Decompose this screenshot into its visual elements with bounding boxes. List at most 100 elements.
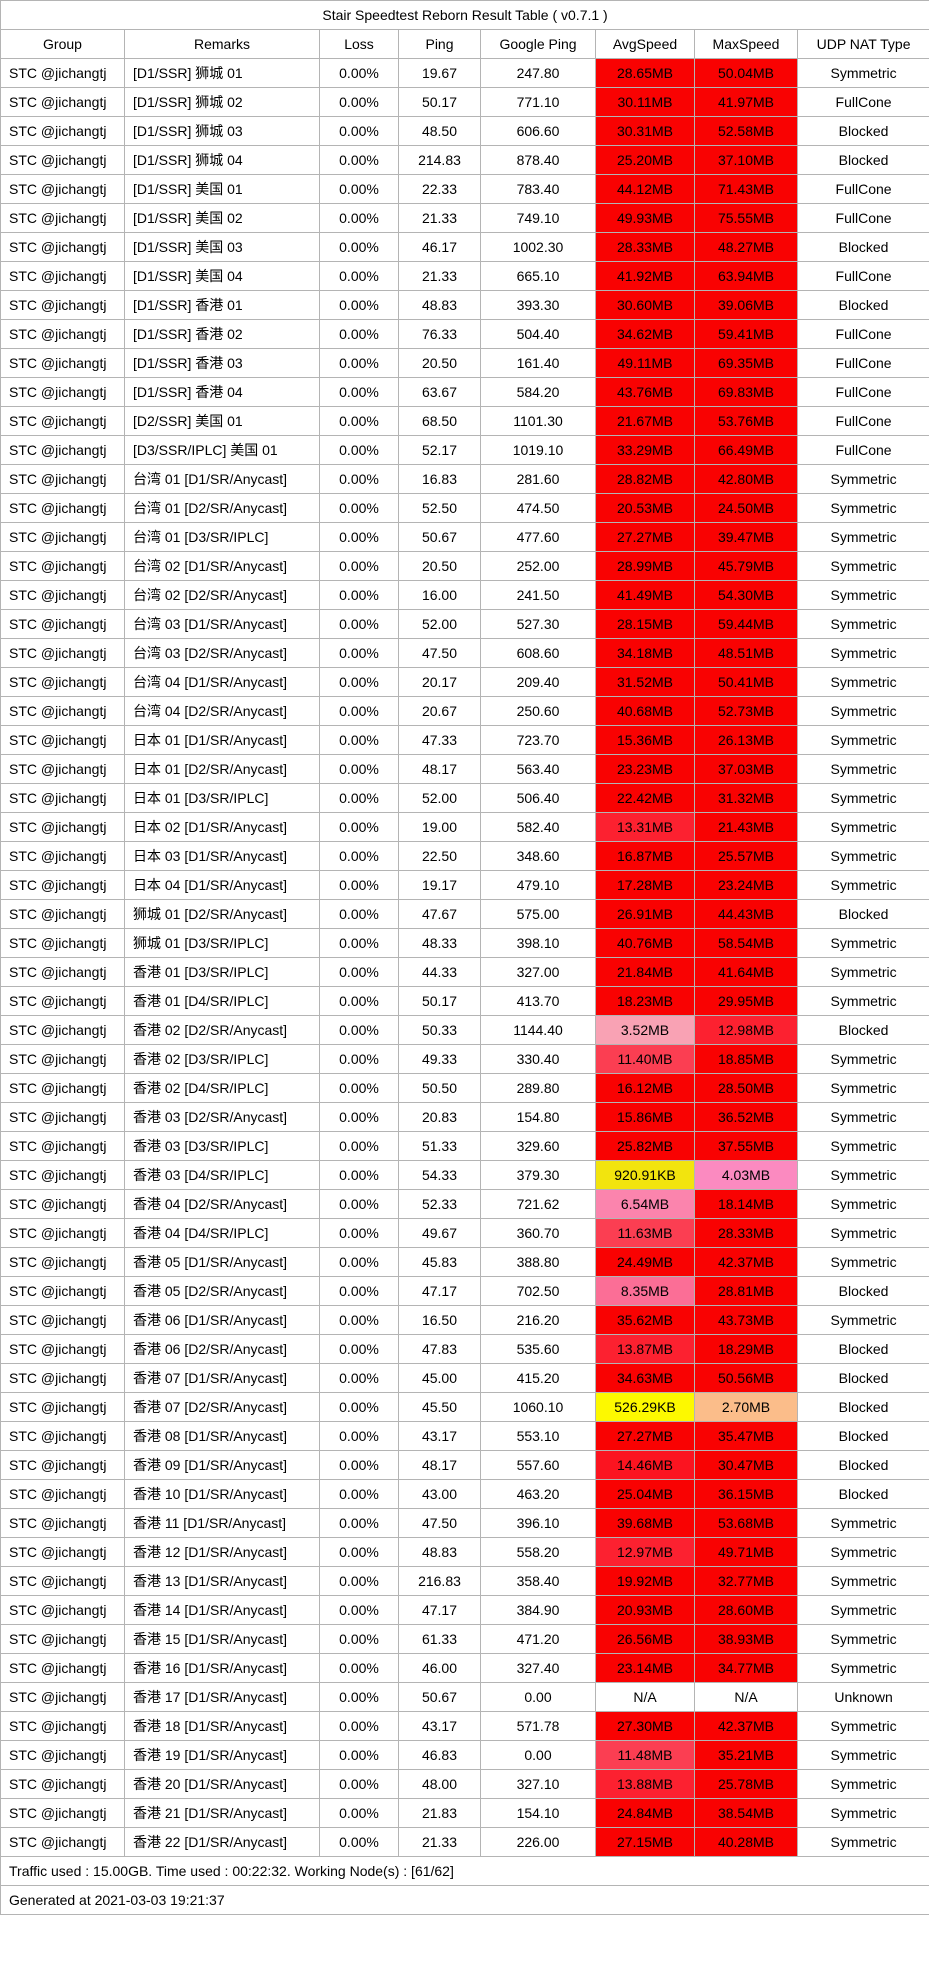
cell-loss: 0.00%	[319, 1595, 399, 1625]
cell-loss: 0.00%	[319, 1566, 399, 1596]
cell-ping: 20.67	[398, 696, 481, 726]
table-row: STC @jichangtj 台湾 04 [D1/SR/Anycast] 0.00%…	[0, 667, 929, 697]
cell-nat-type: Symmetric	[796, 754, 929, 784]
cell-group: STC @jichangtj	[0, 1102, 125, 1132]
cell-google-ping: 0.00	[480, 1740, 596, 1770]
cell-avg-speed: 30.11MB	[595, 87, 695, 117]
table-row: STC @jichangtj [D1/SSR] 美国 02 0.00% 21.33 74…	[0, 203, 929, 233]
cell-google-ping: 665.10	[480, 261, 596, 291]
cell-avg-speed: 31.52MB	[595, 667, 695, 697]
cell-loss: 0.00%	[319, 1189, 399, 1219]
cell-avg-speed: 15.86MB	[595, 1102, 695, 1132]
cell-remarks: [D1/SSR] 狮城 02	[124, 87, 320, 117]
cell-google-ping: 161.40	[480, 348, 596, 378]
cell-remarks: 香港 07 [D1/SR/Anycast]	[124, 1363, 320, 1393]
cell-group: STC @jichangtj	[0, 1682, 125, 1712]
cell-remarks: 香港 05 [D2/SR/Anycast]	[124, 1276, 320, 1306]
cell-avg-speed: 21.67MB	[595, 406, 695, 436]
cell-group: STC @jichangtj	[0, 1827, 125, 1857]
cell-loss: 0.00%	[319, 841, 399, 871]
cell-nat-type: Blocked	[796, 1421, 929, 1451]
cell-nat-type: Symmetric	[796, 1566, 929, 1596]
table-row: STC @jichangtj 台湾 03 [D1/SR/Anycast] 0.00%…	[0, 609, 929, 639]
cell-remarks: 台湾 04 [D1/SR/Anycast]	[124, 667, 320, 697]
cell-avg-speed: 13.88MB	[595, 1769, 695, 1799]
cell-group: STC @jichangtj	[0, 754, 125, 784]
cell-google-ping: 783.40	[480, 174, 596, 204]
cell-ping: 214.83	[398, 145, 481, 175]
cell-remarks: 台湾 03 [D2/SR/Anycast]	[124, 638, 320, 668]
table-row: STC @jichangtj 狮城 01 [D3/SR/IPLC] 0.00% 48.…	[0, 928, 929, 958]
cell-loss: 0.00%	[319, 1798, 399, 1828]
cell-ping: 19.17	[398, 870, 481, 900]
table-row: STC @jichangtj 香港 13 [D1/SR/Anycast] 0.00%…	[0, 1566, 929, 1596]
cell-ping: 21.33	[398, 1827, 481, 1857]
cell-group: STC @jichangtj	[0, 1537, 125, 1567]
cell-max-speed: 35.47MB	[694, 1421, 798, 1451]
generated-row: Generated at 2021-03-03 19:21:37	[0, 1885, 929, 1915]
cell-nat-type: Symmetric	[796, 1247, 929, 1277]
cell-loss: 0.00%	[319, 1740, 399, 1770]
table-row: STC @jichangtj 香港 12 [D1/SR/Anycast] 0.00%…	[0, 1537, 929, 1567]
cell-remarks: 日本 02 [D1/SR/Anycast]	[124, 812, 320, 842]
cell-avg-speed: 40.76MB	[595, 928, 695, 958]
cell-max-speed: 18.85MB	[694, 1044, 798, 1074]
cell-remarks: 香港 12 [D1/SR/Anycast]	[124, 1537, 320, 1567]
cell-max-speed: 25.57MB	[694, 841, 798, 871]
cell-loss: 0.00%	[319, 319, 399, 349]
cell-remarks: 香港 04 [D2/SR/Anycast]	[124, 1189, 320, 1219]
cell-avg-speed: 30.60MB	[595, 290, 695, 320]
cell-loss: 0.00%	[319, 87, 399, 117]
cell-group: STC @jichangtj	[0, 1392, 125, 1422]
cell-max-speed: 28.33MB	[694, 1218, 798, 1248]
cell-avg-speed: 40.68MB	[595, 696, 695, 726]
cell-ping: 49.67	[398, 1218, 481, 1248]
table-row: STC @jichangtj 香港 02 [D3/SR/IPLC] 0.00% 49.…	[0, 1044, 929, 1074]
cell-remarks: 香港 20 [D1/SR/Anycast]	[124, 1769, 320, 1799]
cell-loss: 0.00%	[319, 377, 399, 407]
table-row: STC @jichangtj [D1/SSR] 香港 04 0.00% 63.67 58…	[0, 377, 929, 407]
cell-ping: 21.83	[398, 1798, 481, 1828]
cell-loss: 0.00%	[319, 1450, 399, 1480]
cell-avg-speed: 16.87MB	[595, 841, 695, 871]
cell-google-ping: 379.30	[480, 1160, 596, 1190]
cell-loss: 0.00%	[319, 493, 399, 523]
cell-loss: 0.00%	[319, 1102, 399, 1132]
cell-nat-type: Blocked	[796, 1276, 929, 1306]
cell-group: STC @jichangtj	[0, 986, 125, 1016]
table-row: STC @jichangtj 香港 01 [D3/SR/IPLC] 0.00% 44.…	[0, 957, 929, 987]
cell-group: STC @jichangtj	[0, 783, 125, 813]
cell-max-speed: 34.77MB	[694, 1653, 798, 1683]
cell-loss: 0.00%	[319, 667, 399, 697]
cell-group: STC @jichangtj	[0, 580, 125, 610]
cell-ping: 76.33	[398, 319, 481, 349]
cell-loss: 0.00%	[319, 406, 399, 436]
cell-nat-type: Symmetric	[796, 522, 929, 552]
cell-avg-speed: 49.93MB	[595, 203, 695, 233]
cell-ping: 21.33	[398, 261, 481, 291]
cell-remarks: 香港 21 [D1/SR/Anycast]	[124, 1798, 320, 1828]
cell-remarks: 香港 02 [D2/SR/Anycast]	[124, 1015, 320, 1045]
cell-remarks: 香港 15 [D1/SR/Anycast]	[124, 1624, 320, 1654]
cell-avg-speed: N/A	[595, 1682, 695, 1712]
cell-group: STC @jichangtj	[0, 870, 125, 900]
cell-ping: 47.50	[398, 1508, 481, 1538]
cell-google-ping: 477.60	[480, 522, 596, 552]
cell-ping: 54.33	[398, 1160, 481, 1190]
cell-ping: 16.83	[398, 464, 481, 494]
cell-remarks: [D1/SSR] 狮城 04	[124, 145, 320, 175]
cell-loss: 0.00%	[319, 1015, 399, 1045]
table-row: STC @jichangtj 香港 05 [D2/SR/Anycast] 0.00%…	[0, 1276, 929, 1306]
cell-remarks: 狮城 01 [D2/SR/Anycast]	[124, 899, 320, 929]
column-header-row: Group Remarks Loss Ping Google Ping AvgSpeed M…	[0, 29, 929, 59]
cell-google-ping: 348.60	[480, 841, 596, 871]
table-row: STC @jichangtj 香港 07 [D2/SR/Anycast] 0.00%…	[0, 1392, 929, 1422]
cell-remarks: [D1/SSR] 美国 01	[124, 174, 320, 204]
cell-google-ping: 329.60	[480, 1131, 596, 1161]
cell-loss: 0.00%	[319, 1363, 399, 1393]
cell-nat-type: Symmetric	[796, 928, 929, 958]
cell-avg-speed: 28.82MB	[595, 464, 695, 494]
cell-group: STC @jichangtj	[0, 1711, 125, 1741]
cell-group: STC @jichangtj	[0, 812, 125, 842]
cell-nat-type: Symmetric	[796, 493, 929, 523]
